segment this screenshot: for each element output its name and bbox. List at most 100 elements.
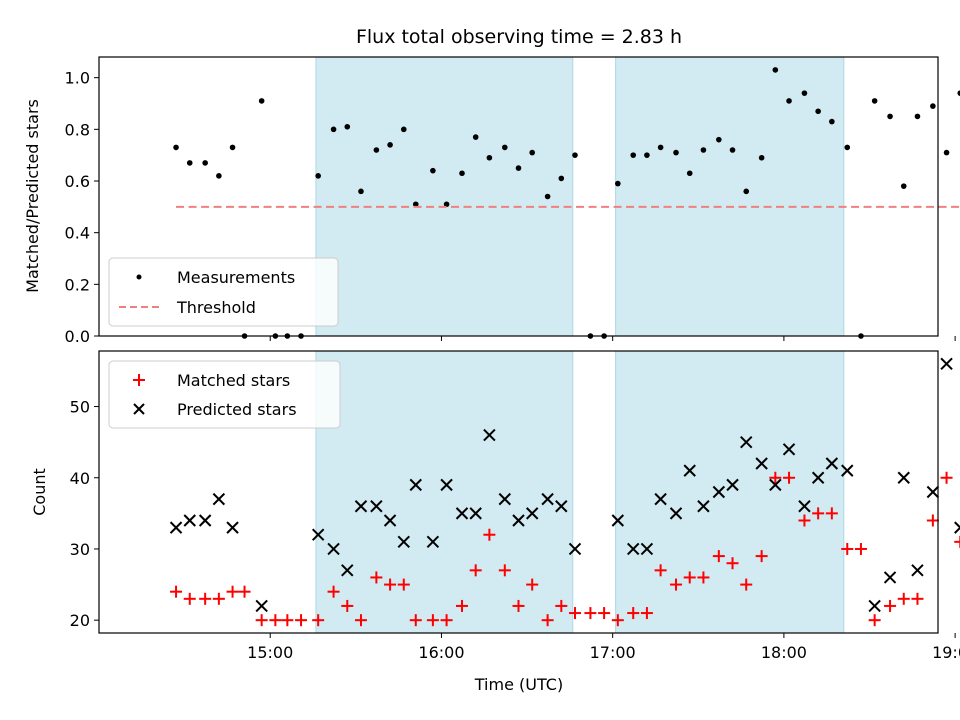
measurement-point [216, 173, 222, 179]
bottom-y-axis-label: Count [30, 468, 49, 516]
matched-point [255, 614, 268, 627]
matched-point [812, 507, 825, 520]
measurement-point [502, 144, 508, 151]
predicted-point [370, 500, 383, 513]
matched-point [755, 550, 768, 563]
x-tick-label: 18:00 [761, 643, 807, 662]
measurement-point [716, 136, 722, 143]
predicted-point [469, 507, 482, 520]
measurement-point [173, 144, 179, 151]
top-y-tick-label: 0.2 [65, 275, 90, 294]
predicted-point [440, 478, 453, 492]
x-tick-label: 19:00 [932, 643, 960, 662]
chart-title: Flux total observing time = 2.83 h [356, 26, 682, 48]
matched-point [569, 607, 582, 620]
predicted-point [798, 500, 811, 513]
predicted-point [712, 485, 726, 499]
measurement-point [673, 149, 679, 156]
predicted-point [455, 507, 469, 520]
predicted-point [525, 507, 539, 520]
measurement-point [743, 188, 750, 195]
measurement-point [472, 134, 479, 140]
measurement-point [801, 90, 808, 96]
matched-point [281, 614, 294, 627]
matched-point [238, 585, 251, 598]
matched-point [426, 614, 439, 627]
bottom-axes-frame [98, 350, 939, 634]
matched-point [512, 599, 525, 612]
measurement-point [871, 98, 878, 104]
measurement-point [373, 147, 380, 153]
matched-point [584, 607, 597, 620]
measurement-point [330, 126, 337, 133]
measurement-point [686, 170, 693, 177]
matched-point [726, 557, 739, 570]
matched-point [798, 514, 811, 527]
matched-point [854, 542, 867, 555]
matched-point [627, 607, 640, 620]
measurement-point [957, 90, 960, 96]
matched-point [312, 614, 325, 627]
bottom-y-tick-label: 30 [70, 540, 90, 559]
measurement-point [887, 113, 893, 120]
matched-point [226, 585, 239, 598]
matched-point [640, 607, 653, 620]
top-y-tick-label: 0.6 [65, 172, 90, 191]
matched-point [327, 585, 340, 598]
predicted-point [255, 599, 268, 613]
matched-point [384, 578, 397, 591]
matched-point [670, 578, 683, 591]
predicted-point [198, 514, 212, 527]
top-shaded-interval [315, 56, 574, 337]
measurement-point [772, 67, 779, 73]
matched-point [740, 578, 753, 591]
matched-point [712, 550, 725, 563]
legend-matched-marker [133, 374, 145, 386]
predicted-point [169, 521, 183, 534]
predicted-point [512, 514, 525, 527]
x-tick-label: 16:00 [418, 643, 464, 662]
predicted-point [640, 542, 654, 556]
bottom-legend: Matched stars Predicted stars [108, 360, 341, 429]
measurement-point [815, 108, 821, 115]
matched-point [212, 592, 225, 605]
measurement-point [829, 118, 835, 125]
predicted-point [782, 443, 796, 456]
predicted-point [868, 599, 881, 613]
bottom-y-tick-label: 40 [70, 469, 90, 488]
measurement-point [358, 188, 364, 195]
predicted-point [683, 464, 696, 477]
matched-point [954, 535, 960, 548]
matched-point [269, 614, 282, 627]
predicted-point [755, 457, 768, 470]
top-y-tick-label: 0.8 [65, 120, 90, 139]
matched-point [409, 614, 422, 627]
predicted-point [697, 500, 710, 513]
legend-measurements-marker [136, 274, 142, 280]
matched-point [541, 614, 554, 627]
matched-point [611, 614, 624, 627]
measurement-point [572, 152, 578, 158]
measurement-point [930, 103, 936, 109]
measurement-point [443, 201, 450, 208]
predicted-point [940, 357, 953, 371]
legend-measurements-label: Measurements [177, 268, 295, 287]
measurement-point [900, 183, 907, 189]
top-y-tick-label: 0.0 [65, 327, 90, 346]
matched-point [683, 571, 696, 584]
top-y-axis-label: Matched/Predicted stars [23, 99, 42, 293]
predicted-point [383, 514, 397, 527]
matched-point [884, 599, 897, 612]
matched-point [825, 507, 838, 520]
matched-point [841, 542, 854, 555]
measurement-point [630, 152, 637, 158]
matched-point [598, 607, 611, 620]
predicted-point [426, 535, 440, 549]
predicted-point [897, 471, 910, 484]
matched-point [526, 578, 539, 591]
predicted-point [954, 521, 960, 534]
top-shaded-interval [615, 56, 845, 337]
measurement-point [914, 113, 921, 120]
predicted-point [327, 542, 340, 556]
